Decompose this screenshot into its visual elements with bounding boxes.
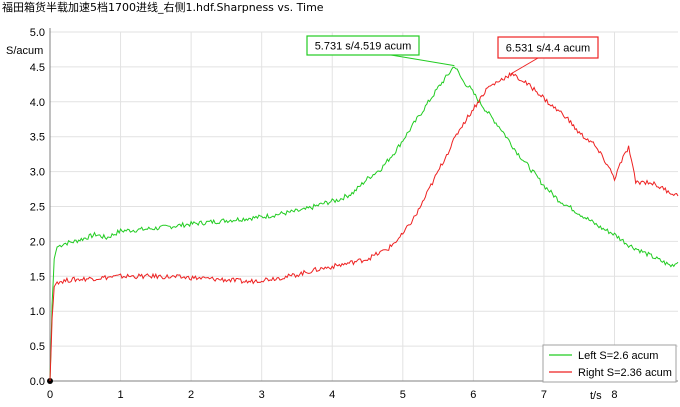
y-tick-label: 0.5 xyxy=(30,341,45,353)
legend-box xyxy=(542,344,677,383)
gridlines xyxy=(49,31,678,382)
annotation-box xyxy=(497,36,599,59)
y-tick-labels: 0.0 0.5 1.0 1.5 2.0 2.5 3.0 3.5 4.0 4.5 5.0 xyxy=(30,27,45,388)
x-tick-label: 7 xyxy=(541,389,547,401)
legend: Left S=2.6 acum Right S=2.36 acum xyxy=(542,344,677,383)
annotation-box xyxy=(306,35,420,56)
y-tick-label: 4.5 xyxy=(30,62,45,74)
series-line-right xyxy=(49,71,679,382)
y-tick-label: 5.0 xyxy=(30,27,45,39)
legend-label-left: Left S=2.6 acum xyxy=(578,350,658,362)
y-tick-label: 3.5 xyxy=(30,132,45,144)
annotation-label: 5.731 s/4.519 acum xyxy=(315,41,412,53)
x-tick-label: 0 xyxy=(47,389,53,401)
x-tick-label: 8 xyxy=(611,389,617,401)
y-tick-label: 4.0 xyxy=(30,97,45,109)
x-tick-label: 4 xyxy=(329,389,335,401)
y-tick-label: 1.0 xyxy=(30,306,45,318)
x-tick-label: 1 xyxy=(117,389,123,401)
series-line-left xyxy=(49,66,679,382)
x-axis-label: t/s xyxy=(590,390,602,402)
annotation-label: 6.531 s/4.4 acum xyxy=(506,43,590,55)
x-tick-labels: 0 1 2 3 4 5 6 7 8 xyxy=(47,389,618,401)
y-tick-label: 3.0 xyxy=(30,167,45,179)
legend-label-right: Right S=2.36 acum xyxy=(578,367,672,379)
x-tick-label: 2 xyxy=(188,389,194,401)
peak-annotations: 5.731 s/4.519 acum 6.531 s/4.4 acum xyxy=(306,35,599,75)
x-tick-label: 6 xyxy=(470,389,476,401)
series-lines xyxy=(49,66,679,382)
annotation-leader xyxy=(390,54,455,67)
chart-title: 福田箱货半载加速5档1700进线_右侧1.hdf.Sharpness vs. T… xyxy=(2,0,324,14)
y-tick-label: 0.0 xyxy=(30,376,45,388)
y-tick-label: 2.5 xyxy=(30,202,45,214)
x-tick-label: 5 xyxy=(400,389,406,401)
x-tick-label: 3 xyxy=(259,389,265,401)
annotation-leader xyxy=(510,57,539,75)
y-axis-label: S/acum xyxy=(6,45,43,57)
y-tick-label: 1.5 xyxy=(30,271,45,283)
y-tick-label: 2.0 xyxy=(30,236,45,248)
